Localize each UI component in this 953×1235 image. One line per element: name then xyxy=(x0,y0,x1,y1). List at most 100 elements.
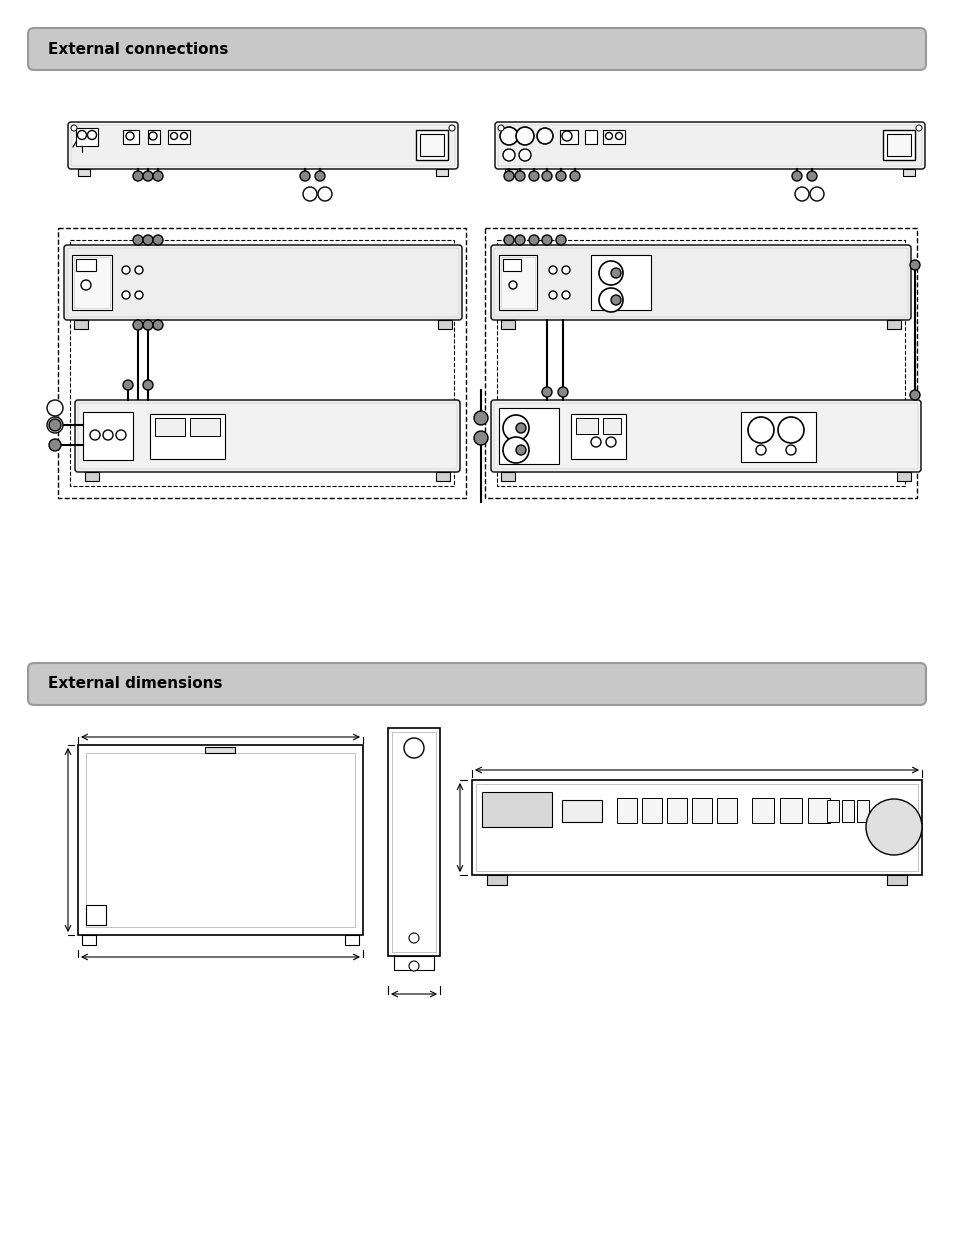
Circle shape xyxy=(49,419,61,431)
Bar xyxy=(394,956,434,969)
Circle shape xyxy=(409,961,418,971)
Bar xyxy=(481,792,552,827)
Circle shape xyxy=(47,400,63,416)
Bar xyxy=(841,800,853,823)
Circle shape xyxy=(152,235,163,245)
Circle shape xyxy=(561,291,569,299)
Bar xyxy=(345,935,358,945)
Bar xyxy=(666,798,686,823)
Circle shape xyxy=(314,170,325,182)
Bar xyxy=(82,935,96,945)
Bar xyxy=(74,320,88,329)
Circle shape xyxy=(149,132,157,140)
Bar xyxy=(436,169,448,177)
Bar xyxy=(70,240,454,487)
Circle shape xyxy=(806,170,816,182)
Bar xyxy=(886,320,900,329)
Circle shape xyxy=(537,128,553,144)
Bar xyxy=(419,135,443,156)
Circle shape xyxy=(123,380,132,390)
Circle shape xyxy=(541,387,552,396)
Bar xyxy=(602,417,620,433)
Bar xyxy=(502,259,520,270)
Circle shape xyxy=(610,268,620,278)
Bar xyxy=(123,130,139,144)
Bar xyxy=(856,800,868,823)
Circle shape xyxy=(143,380,152,390)
Circle shape xyxy=(785,445,795,454)
FancyBboxPatch shape xyxy=(494,403,917,469)
Circle shape xyxy=(474,411,488,425)
Bar xyxy=(476,784,917,871)
Bar xyxy=(58,228,465,498)
Bar xyxy=(882,130,914,161)
Circle shape xyxy=(809,186,823,201)
FancyBboxPatch shape xyxy=(494,248,907,317)
Circle shape xyxy=(605,132,612,140)
Circle shape xyxy=(548,266,557,274)
FancyBboxPatch shape xyxy=(495,122,924,169)
Bar xyxy=(154,417,185,436)
Bar xyxy=(78,745,363,935)
Circle shape xyxy=(143,170,152,182)
Bar xyxy=(498,408,558,464)
FancyBboxPatch shape xyxy=(78,403,456,469)
Circle shape xyxy=(88,131,96,140)
Circle shape xyxy=(778,417,803,443)
Bar xyxy=(807,798,829,823)
Circle shape xyxy=(548,291,557,299)
Bar xyxy=(641,798,661,823)
Circle shape xyxy=(502,437,529,463)
FancyBboxPatch shape xyxy=(71,125,455,165)
Circle shape xyxy=(541,235,552,245)
Circle shape xyxy=(143,320,152,330)
FancyBboxPatch shape xyxy=(497,125,921,165)
Circle shape xyxy=(81,280,91,290)
Circle shape xyxy=(122,291,130,299)
Bar xyxy=(740,412,815,462)
Bar xyxy=(148,130,160,144)
Circle shape xyxy=(126,132,133,140)
Bar xyxy=(497,240,904,487)
Bar xyxy=(484,228,916,498)
Circle shape xyxy=(502,415,529,441)
Bar xyxy=(86,753,355,927)
Bar xyxy=(76,259,96,270)
Circle shape xyxy=(909,390,919,400)
Bar xyxy=(76,128,98,146)
Circle shape xyxy=(515,170,524,182)
Circle shape xyxy=(152,320,163,330)
Circle shape xyxy=(409,932,418,944)
Bar xyxy=(691,798,711,823)
Circle shape xyxy=(569,170,579,182)
Circle shape xyxy=(598,261,622,285)
Circle shape xyxy=(615,132,622,140)
Circle shape xyxy=(303,186,316,201)
Circle shape xyxy=(474,431,488,445)
Circle shape xyxy=(558,387,567,396)
Circle shape xyxy=(135,266,143,274)
Bar xyxy=(205,747,234,753)
Bar xyxy=(190,417,220,436)
Circle shape xyxy=(497,125,503,131)
Circle shape xyxy=(755,445,765,454)
Circle shape xyxy=(90,430,100,440)
Circle shape xyxy=(598,288,622,312)
Circle shape xyxy=(747,417,773,443)
Circle shape xyxy=(143,235,152,245)
Bar xyxy=(886,876,906,885)
Bar xyxy=(486,876,506,885)
Bar xyxy=(717,798,737,823)
Bar xyxy=(388,727,439,956)
Circle shape xyxy=(561,131,572,141)
Bar xyxy=(571,414,625,459)
Bar xyxy=(392,732,436,952)
Bar xyxy=(437,320,452,329)
Circle shape xyxy=(865,799,921,855)
Bar xyxy=(74,257,110,308)
Circle shape xyxy=(503,170,514,182)
Circle shape xyxy=(122,266,130,274)
Circle shape xyxy=(529,170,538,182)
Text: External dimensions: External dimensions xyxy=(48,677,222,692)
Circle shape xyxy=(605,437,616,447)
